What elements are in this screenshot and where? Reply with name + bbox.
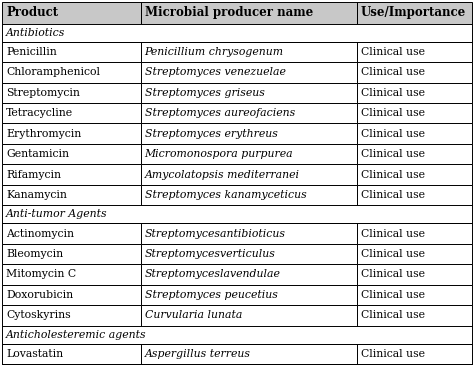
Text: Anti-tumor Agents: Anti-tumor Agents [6,209,108,219]
Text: Mitomycin C: Mitomycin C [6,269,76,279]
Text: Clinical use: Clinical use [361,310,425,320]
Bar [2,223,141,244]
Bar [357,42,472,62]
Text: Micromonospora purpurea: Micromonospora purpurea [145,149,293,159]
Text: Amycolatopsis mediterranei: Amycolatopsis mediterranei [145,169,300,180]
Text: Rifamycin: Rifamycin [6,169,61,180]
Text: Cytoskyrins: Cytoskyrins [6,310,71,320]
Text: Streptomyces aureofaciens: Streptomyces aureofaciens [145,108,295,118]
Bar [357,164,472,185]
Bar [141,305,357,325]
Bar [141,285,357,305]
Text: Clinical use: Clinical use [361,290,425,300]
Text: Clinical use: Clinical use [361,67,425,77]
Bar [357,344,472,364]
Bar [357,185,472,205]
Text: Clinical use: Clinical use [361,190,425,200]
Text: Streptomycesverticulus: Streptomycesverticulus [145,249,275,259]
Bar [2,83,141,103]
Bar [2,244,141,264]
Text: Clinical use: Clinical use [361,228,425,239]
Text: Clinical use: Clinical use [361,149,425,159]
Bar [141,62,357,83]
Text: Antibiotics: Antibiotics [6,28,65,38]
Bar [2,144,141,164]
Bar [141,2,357,24]
Text: Streptomyces griseus: Streptomyces griseus [145,88,264,98]
Text: Streptomyces erythreus: Streptomyces erythreus [145,129,277,139]
Bar [2,344,141,364]
Bar [2,2,141,24]
Text: Bleomycin: Bleomycin [6,249,63,259]
Text: Clinical use: Clinical use [361,47,425,57]
Text: Penicillium chrysogenum: Penicillium chrysogenum [145,47,284,57]
Bar [141,244,357,264]
Text: Streptomyceslavendulae: Streptomyceslavendulae [145,269,281,279]
Bar [357,123,472,144]
Bar [141,164,357,185]
Bar [357,62,472,83]
Bar [357,103,472,123]
Bar [141,103,357,123]
Text: Curvularia lunata: Curvularia lunata [145,310,242,320]
Text: Penicillin: Penicillin [6,47,57,57]
Text: Clinical use: Clinical use [361,249,425,259]
Bar [141,344,357,364]
Text: Lovastatin: Lovastatin [6,349,63,359]
Text: Clinical use: Clinical use [361,108,425,118]
Text: Streptomyces peucetius: Streptomyces peucetius [145,290,277,300]
Text: Use/Importance: Use/Importance [361,6,466,19]
Text: Clinical use: Clinical use [361,88,425,98]
Bar [357,285,472,305]
Bar [2,305,141,325]
Bar [357,223,472,244]
Bar [141,83,357,103]
Text: Kanamycin: Kanamycin [6,190,67,200]
Bar [2,264,141,285]
Bar [2,103,141,123]
Bar [357,244,472,264]
Bar [357,2,472,24]
Text: Clinical use: Clinical use [361,349,425,359]
Bar [357,264,472,285]
Bar [357,144,472,164]
Bar [357,305,472,325]
Bar [2,205,472,223]
Bar [2,185,141,205]
Text: Tetracycline: Tetracycline [6,108,73,118]
Bar [2,123,141,144]
Text: Anticholesteremic agents: Anticholesteremic agents [6,329,146,340]
Bar [357,83,472,103]
Bar [2,325,472,344]
Text: Aspergillus terreus: Aspergillus terreus [145,349,251,359]
Bar [2,24,472,42]
Text: Actinomycin: Actinomycin [6,228,74,239]
Bar [141,185,357,205]
Bar [2,2,472,24]
Bar [141,264,357,285]
Text: Clinical use: Clinical use [361,269,425,279]
Text: Gentamicin: Gentamicin [6,149,69,159]
Text: Doxorubicin: Doxorubicin [6,290,73,300]
Bar [2,285,141,305]
Text: Streptomyces venezuelae: Streptomyces venezuelae [145,67,285,77]
Text: Streptomyces kanamyceticus: Streptomyces kanamyceticus [145,190,306,200]
Bar [2,62,141,83]
Bar [141,42,357,62]
Text: Chloramphenicol: Chloramphenicol [6,67,100,77]
Text: Product: Product [6,6,58,19]
Text: Microbial producer name: Microbial producer name [145,6,313,19]
Text: Clinical use: Clinical use [361,169,425,180]
Bar [2,42,141,62]
Text: Clinical use: Clinical use [361,129,425,139]
Text: Streptomycin: Streptomycin [6,88,80,98]
Bar [141,223,357,244]
Text: Erythromycin: Erythromycin [6,129,81,139]
Text: Streptomycesantibioticus: Streptomycesantibioticus [145,228,286,239]
Bar [2,164,141,185]
Bar [141,123,357,144]
Bar [141,144,357,164]
